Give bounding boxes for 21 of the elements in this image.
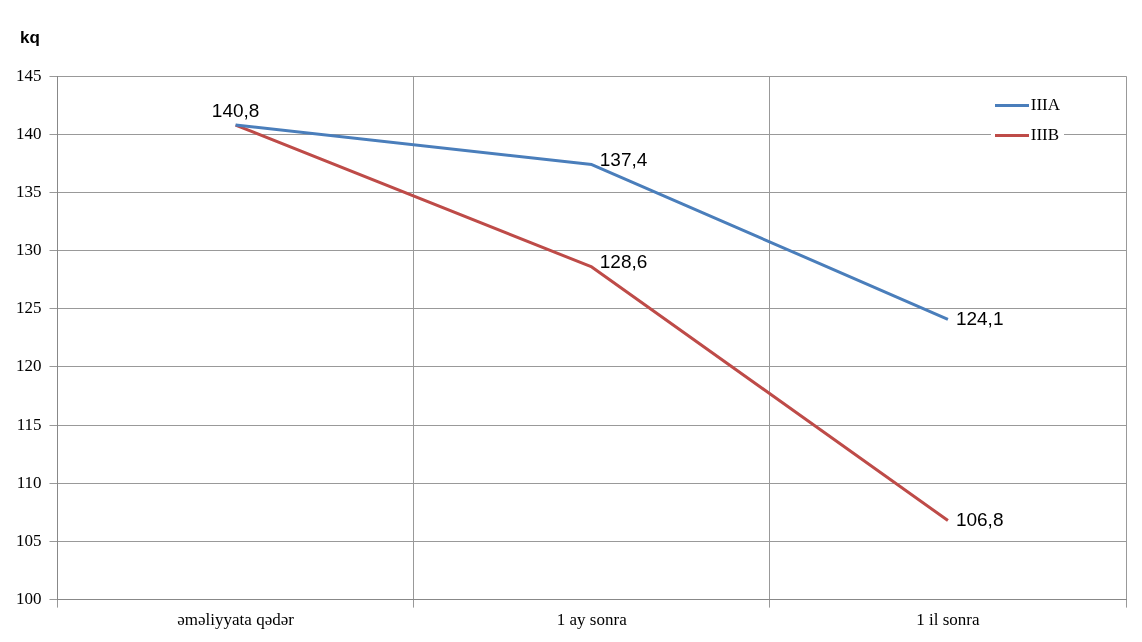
y-axis-title: kq <box>20 28 40 48</box>
y-tick-label: 115 <box>16 414 42 434</box>
y-tick-label: 140 <box>16 123 42 143</box>
y-tick-label: 130 <box>16 240 42 260</box>
x-tick-label: 1 ay sonra <box>556 610 628 630</box>
y-tick-label: 125 <box>16 298 42 318</box>
data-label: 124,1 <box>955 307 1004 329</box>
data-label: 106,8 <box>955 508 1004 530</box>
y-tick-label: 145 <box>16 65 42 85</box>
x-tick-label: əməliyyata qədər <box>177 610 295 630</box>
legend-label: IIIA <box>1030 95 1060 115</box>
y-tick-label: 110 <box>16 472 42 492</box>
y-tick-label: 120 <box>16 356 42 376</box>
y-tick-label: 135 <box>16 181 42 201</box>
x-tick-label: 1 il sonra <box>916 610 980 630</box>
y-tick-label: 100 <box>16 589 42 609</box>
data-label: 128,6 <box>599 251 648 273</box>
data-label: 137,4 <box>599 148 648 170</box>
data-label: 140,8 <box>211 99 260 121</box>
legend-label: IIIB <box>1030 125 1060 145</box>
y-tick-label: 105 <box>16 530 42 550</box>
